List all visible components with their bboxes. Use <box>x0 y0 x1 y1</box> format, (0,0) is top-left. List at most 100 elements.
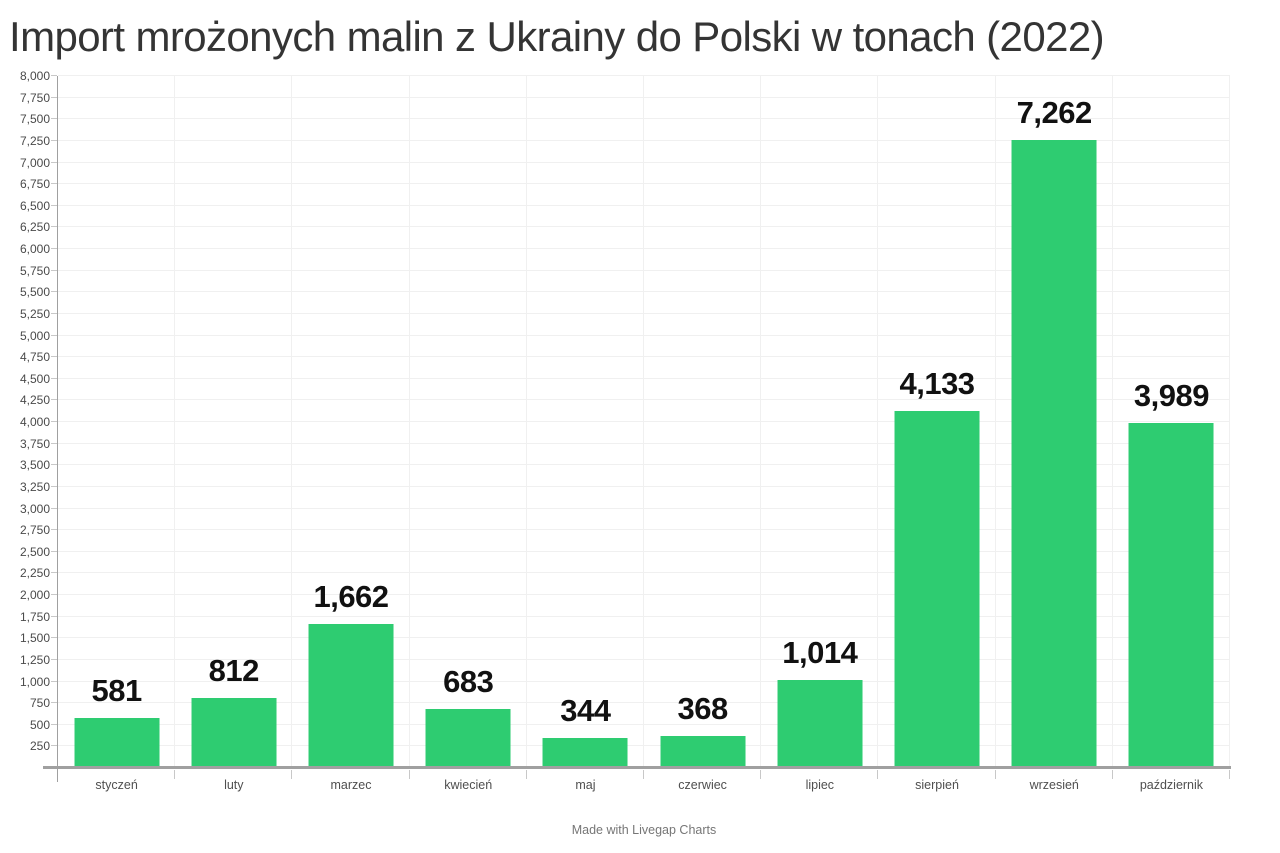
y-axis-label: 1,250 <box>19 652 50 667</box>
y-axis-label: 5,750 <box>19 263 50 278</box>
bar <box>542 738 628 768</box>
x-axis-tick <box>408 770 410 779</box>
gridline-horizontal <box>58 723 1230 725</box>
bar-value-label: 368 <box>677 691 728 727</box>
y-axis-label: 5,000 <box>19 328 50 343</box>
gridline-horizontal <box>58 356 1230 358</box>
bar <box>308 624 394 768</box>
gridline-horizontal <box>58 161 1230 163</box>
y-axis-label: 6,500 <box>19 198 50 213</box>
chart-title: Import mrożonych malin z Ukrainy do Pols… <box>9 13 1105 60</box>
y-axis-label: 7,500 <box>19 112 50 127</box>
y-axis-tick <box>51 658 57 660</box>
gridline-vertical <box>1111 76 1113 768</box>
y-axis-tick <box>51 464 57 466</box>
y-axis-label: 8,000 <box>19 69 50 83</box>
bar-slot: 368 czerwiec <box>644 76 761 792</box>
bar-value-label: 344 <box>560 693 611 729</box>
gridline-horizontal <box>58 204 1230 206</box>
gridline-vertical <box>760 76 762 768</box>
bar-slot: 1,014 lipiec <box>761 76 878 792</box>
bar-slot: 1,662 marzec <box>292 76 409 792</box>
bar-slot: 683 kwiecień <box>410 76 527 792</box>
y-axis-label: 4,500 <box>19 371 50 386</box>
y-axis-tick <box>51 399 57 401</box>
y-axis-tick <box>51 291 57 293</box>
x-axis-label: październik <box>1139 778 1204 792</box>
y-axis-label: 500 <box>29 717 50 732</box>
y-axis-tick <box>51 248 57 249</box>
y-axis-tick <box>51 96 57 98</box>
y-axis-tick <box>51 615 57 617</box>
bar <box>894 410 980 768</box>
x-axis-label: czerwiec <box>678 778 727 792</box>
x-axis-label: styczeń <box>95 778 138 792</box>
y-axis-label: 6,750 <box>19 177 50 192</box>
gridline-horizontal <box>58 139 1230 141</box>
y-axis-tick <box>51 529 57 531</box>
y-axis-tick <box>51 377 57 379</box>
x-axis-tick <box>877 770 879 779</box>
y-axis-label: 250 <box>29 739 50 754</box>
y-axis-tick <box>51 550 57 552</box>
y-axis-tick <box>51 161 57 163</box>
x-axis-label: marzec <box>330 778 372 792</box>
bar-value-label: 1,662 <box>313 579 389 615</box>
bar-value-label: 1,014 <box>782 635 858 671</box>
bar-value-label: 4,133 <box>899 365 975 401</box>
y-axis-label: 2,250 <box>19 566 50 581</box>
x-axis-line <box>43 766 1231 769</box>
y-axis-label: 2,000 <box>19 588 50 602</box>
gridline-horizontal <box>58 399 1230 401</box>
y-axis-labels: 250 500 750 1,000 1,250 1,500 1,750 2,000 2,250 2… <box>0 69 50 768</box>
bar <box>425 708 511 768</box>
x-axis-tick <box>994 770 996 779</box>
y-axis-tick <box>51 723 57 725</box>
gridline-horizontal <box>58 421 1230 422</box>
y-axis-label: 5,250 <box>19 306 50 321</box>
chart-credit: Made with Livegap Charts <box>571 823 717 837</box>
gridline-horizontal <box>58 248 1230 249</box>
bar-slot: 344 maj <box>527 76 644 792</box>
y-axis-tick <box>51 312 57 314</box>
y-axis-label: 750 <box>29 696 50 711</box>
plot-area: 581 styczeń 812 luty 1,662 marzec 683 kwiecień 3… <box>51 75 1230 792</box>
y-axis-label: 2,750 <box>19 523 50 538</box>
y-axis-tick <box>51 442 57 444</box>
y-axis-tick <box>51 702 57 704</box>
gridline-horizontal <box>58 680 1230 682</box>
y-axis-label: 1,500 <box>19 631 50 646</box>
x-axis-tick <box>760 770 762 779</box>
x-axis-label: kwiecień <box>444 778 493 792</box>
bar-slot: 4,133 sierpień <box>878 76 995 792</box>
y-axis-label: 1,000 <box>19 674 50 689</box>
x-axis-label: wrzesień <box>1029 778 1079 792</box>
bar-value-label: 3,989 <box>1133 377 1210 413</box>
bar <box>1011 139 1097 768</box>
y-axis-label: 3,000 <box>19 501 50 516</box>
y-axis-label: 7,000 <box>19 155 50 170</box>
gridline-horizontal <box>58 507 1230 509</box>
bar-slot: 7,262 wrzesień <box>996 76 1113 792</box>
gridline-horizontal <box>58 334 1230 336</box>
bar <box>74 717 160 768</box>
y-axis-tick <box>51 637 57 639</box>
bar-slot: 3,989 październik <box>1113 76 1230 792</box>
y-axis-label: 4,750 <box>19 350 50 365</box>
bar <box>777 680 863 768</box>
gridline-vertical <box>877 76 879 768</box>
x-axis-tick <box>174 770 176 779</box>
gridline-horizontal <box>58 615 1230 617</box>
y-axis-tick <box>51 680 57 682</box>
y-axis-tick <box>51 572 57 574</box>
y-axis-tick <box>51 745 57 747</box>
y-axis-label: 1,750 <box>19 609 50 624</box>
y-axis-tick <box>51 269 57 271</box>
y-axis-line <box>56 76 58 782</box>
gridline-horizontal <box>58 312 1230 314</box>
y-axis-label: 6,250 <box>19 220 50 235</box>
y-axis-label: 5,500 <box>19 285 50 300</box>
x-axis-tick <box>643 770 644 779</box>
y-axis-tick <box>51 183 57 185</box>
